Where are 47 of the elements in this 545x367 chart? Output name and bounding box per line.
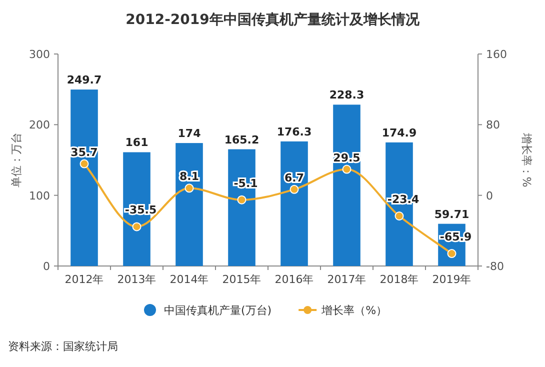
bar bbox=[70, 90, 98, 266]
bar bbox=[176, 143, 203, 266]
data-label: 35.7 bbox=[70, 146, 98, 159]
y-tick-label: 100 bbox=[29, 189, 50, 202]
y2-tick-label: -80 bbox=[486, 260, 504, 273]
point bbox=[342, 164, 352, 174]
y2-tick-label: 160 bbox=[486, 48, 507, 61]
y-tick-label: 300 bbox=[29, 48, 50, 61]
text: 资料来源：国家统计局 bbox=[8, 340, 118, 353]
point bbox=[394, 212, 404, 221]
y-tick-label: 0 bbox=[43, 260, 50, 273]
y-tick-label: 200 bbox=[29, 118, 50, 132]
bar bbox=[280, 141, 308, 266]
y2-axis-title: 增长率：% bbox=[520, 132, 533, 188]
bar bbox=[333, 104, 360, 266]
x-tick-label: 2013年 bbox=[117, 273, 156, 286]
data-label: 6.7 bbox=[284, 171, 304, 184]
data-label: 174 bbox=[178, 127, 202, 140]
legend-label: 中国传真机产量(万台) bbox=[164, 304, 272, 317]
y2-tick-label: 80 bbox=[486, 118, 500, 132]
bar bbox=[228, 149, 256, 266]
data-label: 228.3 bbox=[329, 88, 364, 102]
y2-tick-label: 0 bbox=[486, 189, 493, 202]
data-label: 249.7 bbox=[66, 74, 102, 87]
point bbox=[80, 159, 89, 168]
data-label: 59.71 bbox=[434, 208, 470, 221]
point bbox=[237, 195, 246, 204]
x-tick-label: 2018年 bbox=[380, 273, 419, 286]
chart-title: 2012-2019年中国传真机产量统计及增长情况 bbox=[126, 11, 420, 28]
data-label: 29.5 bbox=[333, 151, 360, 164]
x-tick-label: 2015年 bbox=[222, 273, 262, 286]
point bbox=[132, 222, 142, 232]
data-label: 165.2 bbox=[224, 133, 260, 146]
x-tick-label: 2014年 bbox=[170, 273, 209, 286]
legend-label: 增长率（%） bbox=[320, 304, 388, 317]
data-label: 176.3 bbox=[276, 125, 312, 138]
data-label: 8.1 bbox=[180, 170, 199, 184]
data-label: 174.9 bbox=[382, 126, 417, 140]
data-label: 161 bbox=[125, 136, 148, 150]
x-tick-label: 2016年 bbox=[274, 273, 314, 286]
x-tick-label: 2019年 bbox=[432, 273, 472, 286]
y-axis-title: 单位：万台 bbox=[10, 132, 23, 188]
point bbox=[184, 184, 194, 193]
point bbox=[447, 249, 456, 258]
x-tick-label: 2012年 bbox=[64, 273, 104, 286]
x-tick-label: 2017年 bbox=[327, 273, 366, 286]
point bbox=[290, 184, 299, 194]
